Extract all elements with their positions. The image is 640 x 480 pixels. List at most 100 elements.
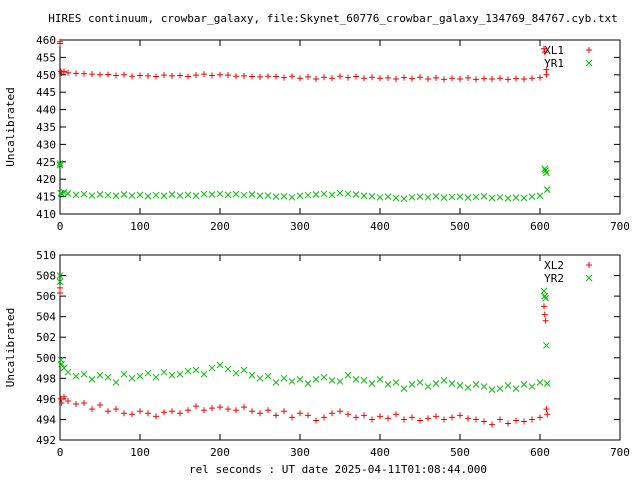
data-point <box>543 71 550 78</box>
data-point <box>304 191 312 199</box>
data-point <box>128 192 136 199</box>
data-point <box>352 376 360 383</box>
data-point <box>192 192 200 200</box>
x-tick-label: 600 <box>530 446 550 459</box>
series-yr2 <box>56 272 551 393</box>
data-point <box>256 192 264 200</box>
data-point <box>65 397 71 404</box>
data-point <box>520 194 528 202</box>
data-point <box>536 192 544 200</box>
y-tick-label: 498 <box>36 372 56 385</box>
data-point <box>345 74 351 81</box>
data-point <box>464 384 472 391</box>
data-point <box>248 191 256 198</box>
data-point <box>81 70 87 77</box>
data-point <box>209 405 215 412</box>
data-point <box>433 413 439 420</box>
data-point <box>543 186 551 193</box>
data-point <box>216 190 224 198</box>
data-point <box>257 410 263 417</box>
data-point <box>129 411 135 418</box>
data-point <box>472 381 480 388</box>
data-point <box>249 73 255 80</box>
data-point <box>504 382 512 389</box>
data-point <box>488 386 496 393</box>
data-point <box>541 165 549 173</box>
chart-title: HIRES continuum, crowbar_galaxy, file:Sk… <box>48 12 618 25</box>
y-axis-title: Uncalibrated <box>4 87 17 166</box>
data-point <box>97 402 103 409</box>
y-tick-label: 492 <box>36 434 56 447</box>
data-point <box>176 192 184 199</box>
data-point <box>360 377 368 384</box>
data-point <box>543 169 550 177</box>
data-point <box>161 409 167 416</box>
x-tick-label: 300 <box>290 220 310 233</box>
y-tick-label: 410 <box>36 208 56 221</box>
data-point <box>409 75 415 82</box>
x-tick-label: 0 <box>57 446 64 459</box>
data-point <box>201 71 207 78</box>
x-tick-label: 100 <box>130 220 150 233</box>
data-point <box>432 192 440 200</box>
data-point <box>56 160 64 167</box>
legend-label: YR2 <box>544 272 564 285</box>
x-tick-label: 400 <box>370 220 390 233</box>
series-yr1 <box>56 160 551 203</box>
y-tick-label: 425 <box>36 156 56 169</box>
data-point <box>289 414 295 421</box>
data-point <box>201 407 207 414</box>
data-point <box>361 75 367 82</box>
y-tick-label: 502 <box>36 331 56 344</box>
y-tick-label: 508 <box>36 270 56 283</box>
data-point <box>433 74 439 81</box>
x-tick-label: 600 <box>530 220 550 233</box>
y-axis-title: Uncalibrated <box>4 308 17 387</box>
x-axis-title: rel seconds : UT date 2025-04-11T01:08:4… <box>189 463 487 476</box>
data-point <box>88 376 96 383</box>
data-point <box>408 381 416 388</box>
data-point <box>528 193 536 200</box>
y-tick-label: 415 <box>36 191 56 204</box>
data-point <box>457 75 463 82</box>
x-tick-label: 100 <box>130 446 150 459</box>
y-tick-label: 430 <box>36 138 56 151</box>
data-point <box>542 317 549 324</box>
data-point <box>520 381 528 388</box>
data-point <box>56 161 64 169</box>
y-tick-label: 460 <box>36 34 56 47</box>
data-point <box>137 408 143 415</box>
data-point <box>280 192 288 200</box>
data-point <box>432 380 440 387</box>
data-point <box>320 190 328 198</box>
data-point <box>72 191 80 199</box>
data-point <box>385 415 391 422</box>
data-point <box>232 369 240 377</box>
y-tick-label: 445 <box>36 86 56 99</box>
data-point <box>65 69 71 76</box>
data-point <box>281 74 287 81</box>
data-point <box>240 191 248 199</box>
y-tick-label: 496 <box>36 393 56 406</box>
data-point <box>336 378 344 385</box>
data-point <box>296 376 304 383</box>
y-tick-label: 455 <box>36 51 56 64</box>
data-point <box>543 406 550 413</box>
data-point <box>464 194 472 201</box>
data-point <box>61 393 67 400</box>
data-point <box>232 190 240 198</box>
data-point <box>129 73 135 80</box>
y-tick-label: 450 <box>36 69 56 82</box>
data-point <box>441 76 447 83</box>
data-point <box>97 71 103 78</box>
data-point <box>480 383 488 390</box>
data-point <box>272 193 280 200</box>
data-point <box>352 191 360 198</box>
legend-marker <box>585 274 593 282</box>
data-point <box>400 195 408 203</box>
data-point <box>192 366 200 374</box>
data-point <box>497 416 503 423</box>
data-point <box>248 371 256 379</box>
data-point <box>541 49 548 56</box>
y-tick-label: 506 <box>36 290 56 303</box>
